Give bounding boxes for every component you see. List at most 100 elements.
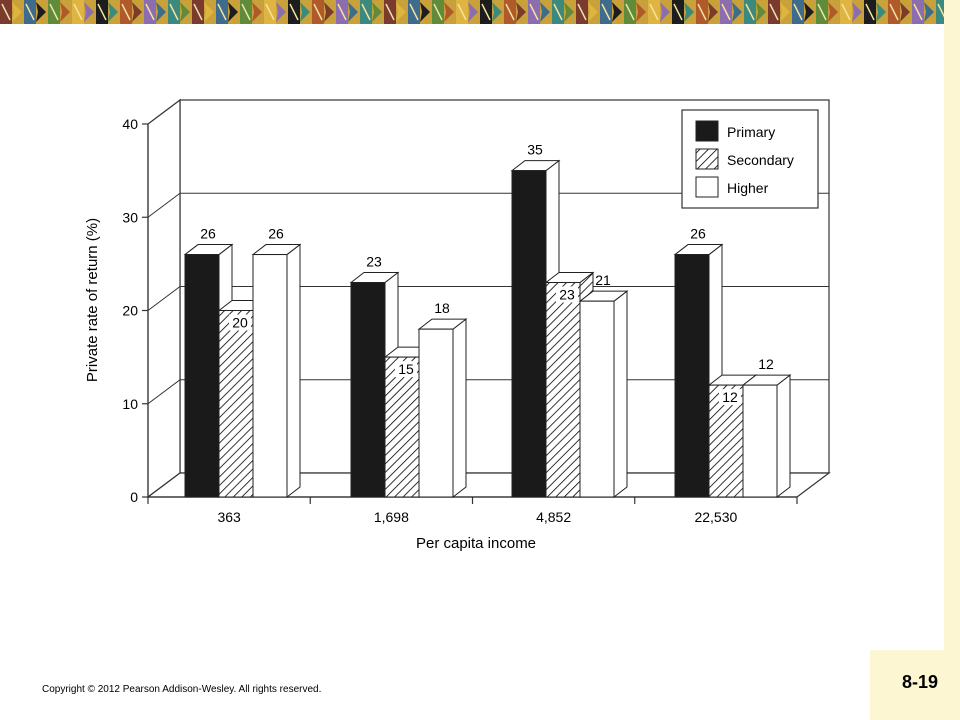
x-tick-label: 363 (217, 509, 241, 525)
banner-stroke (193, 3, 203, 21)
banner-diamond (84, 2, 94, 22)
banner-stroke (337, 3, 347, 21)
x-axis-label: Per capita income (416, 535, 536, 552)
banner-diamond (228, 2, 238, 22)
banner-diamond (804, 2, 814, 22)
banner-stroke (841, 3, 851, 21)
banner-diamond (780, 2, 790, 22)
banner-diamond (828, 2, 838, 22)
data-label: 12 (722, 389, 738, 405)
bar-front (418, 328, 454, 498)
banner-stroke (721, 3, 731, 21)
bar-front (384, 356, 420, 498)
data-label: 35 (527, 142, 543, 158)
banner-stroke (673, 3, 683, 21)
banner-diamond (108, 2, 118, 22)
gridline-side (147, 286, 181, 311)
legend-swatch (695, 148, 719, 170)
y-tick-label: 20 (122, 303, 138, 319)
page-number: 8-19 (901, 672, 938, 692)
banner-diamond (756, 2, 766, 22)
banner-stroke (73, 3, 83, 21)
bar-side (452, 318, 467, 499)
legend-label: Secondary (727, 152, 794, 168)
bar-front (252, 254, 288, 498)
banner-stroke (865, 3, 875, 21)
banner-diamond (132, 2, 142, 22)
bar-side (286, 243, 301, 499)
bar-chart: 0 10 20 30 40 363 1,698 4,852 22,530 26 20 26 23 15… (84, 98, 831, 552)
y-tick-label: 30 (122, 209, 138, 225)
banner-stroke (817, 3, 827, 21)
banner-stroke (529, 3, 539, 21)
bar-front (742, 384, 778, 498)
data-label: 15 (398, 361, 414, 377)
banner-stroke (97, 3, 107, 21)
banner-stroke (937, 3, 944, 18)
banner-stroke (433, 3, 443, 21)
banner-diamond (252, 2, 262, 22)
y-axis: 0 10 20 30 40 (122, 116, 149, 505)
banner-diamond (420, 2, 430, 22)
y-tick-label: 0 (130, 489, 138, 505)
banner-diamond (516, 2, 526, 22)
bar-front (579, 300, 615, 498)
data-label: 26 (268, 226, 284, 242)
x-tick-label: 22,530 (694, 509, 737, 525)
banner-diamond (612, 2, 622, 22)
banner-diamond (12, 2, 22, 22)
bar-primary: 26 (673, 226, 724, 499)
bar-front (184, 254, 220, 498)
bar-front (350, 282, 386, 498)
banner-stroke (577, 3, 587, 21)
data-label: 12 (758, 356, 774, 372)
banner-stroke (121, 3, 131, 21)
banner-stroke (217, 3, 227, 21)
banner-stroke (769, 3, 779, 21)
gridline-side (147, 192, 181, 218)
banner-stroke (553, 3, 563, 21)
legend-swatch (695, 176, 719, 198)
banner-diamond (348, 2, 358, 22)
data-label-bg (556, 286, 578, 303)
banner-stroke (145, 3, 155, 21)
bar-higher: 18 (417, 300, 468, 499)
data-label-bg (395, 361, 417, 378)
banner-diamond (852, 2, 862, 22)
banner-stroke (1, 3, 11, 21)
banner-stroke (169, 3, 179, 21)
banner-diamond (588, 2, 598, 22)
legend: Primary Secondary Higher (681, 109, 819, 209)
banner-stroke (793, 3, 803, 21)
banner-stroke (649, 3, 659, 21)
banner-stroke (361, 3, 371, 21)
copyright-notice: Copyright © 2012 Pearson Addison-Wesley.… (42, 684, 322, 695)
side-bar (944, 0, 960, 720)
banner-stroke (457, 3, 467, 21)
data-label: 18 (434, 300, 450, 316)
bar-front (511, 170, 547, 498)
banner-diamond (396, 2, 406, 22)
banner-diamond (180, 2, 190, 22)
banner-diamond (900, 2, 910, 22)
banner-diamond (876, 2, 886, 22)
banner-tile (936, 0, 944, 24)
y-tick-label: 40 (122, 116, 138, 132)
data-label: 23 (559, 287, 575, 303)
banner-diamond (300, 2, 310, 22)
banner-stroke (409, 3, 419, 21)
banner-diamond (636, 2, 646, 22)
bar-front (545, 282, 581, 498)
bar-side (613, 290, 628, 499)
banner-diamond (468, 2, 478, 22)
x-tick-label: 4,852 (536, 509, 571, 525)
data-label: 21 (595, 272, 611, 288)
data-label: 20 (232, 315, 248, 331)
banner-diamond (924, 2, 934, 22)
banner-diamond (372, 2, 382, 22)
gridline-side (147, 379, 181, 405)
bar-higher: 21 (578, 272, 629, 499)
banner-diamond (684, 2, 694, 22)
banner-stroke (481, 3, 491, 21)
bar-side (776, 374, 791, 499)
